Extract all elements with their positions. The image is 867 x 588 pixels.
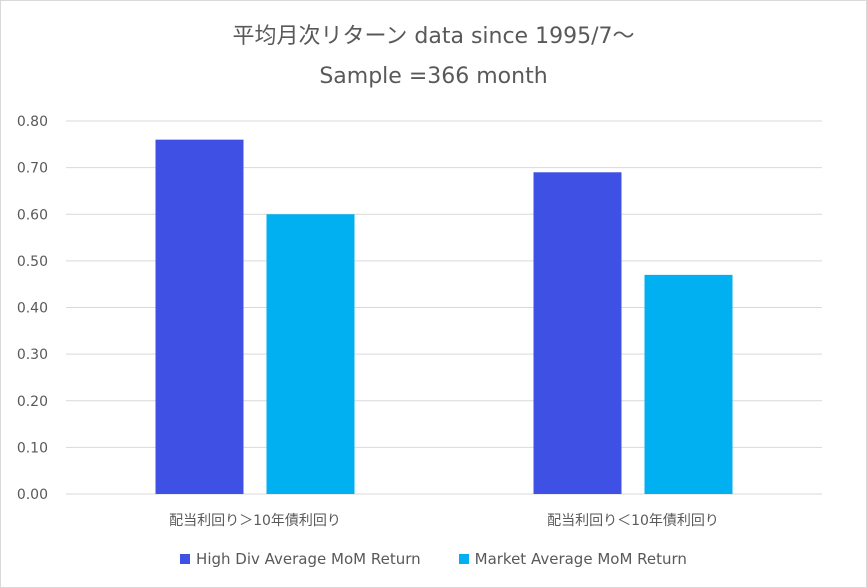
legend-label-high-div: High Div Average MoM Return <box>196 550 421 568</box>
bar-high-div <box>155 139 244 494</box>
chart-subtitle: Sample =366 month <box>319 64 548 89</box>
bar-high-div <box>533 172 622 494</box>
legend-item-high-div: High Div Average MoM Return <box>180 550 421 568</box>
x-category-label: 配当利回り＞10年債利回り <box>169 513 341 529</box>
y-tick-label: 0.50 <box>17 254 48 270</box>
y-tick-label: 0.00 <box>17 487 48 503</box>
y-tick-label: 0.10 <box>17 440 48 456</box>
y-tick-label: 0.70 <box>17 161 48 177</box>
y-tick-label: 0.20 <box>17 394 48 410</box>
legend-swatch-market <box>458 554 469 564</box>
y-tick-label: 0.40 <box>17 301 48 317</box>
legend-label-market: Market Average MoM Return <box>474 550 687 568</box>
y-tick-label: 0.30 <box>17 347 48 363</box>
y-tick-label: 0.80 <box>17 114 48 130</box>
legend-item-market: Market Average MoM Return <box>458 550 687 568</box>
bar-market <box>266 214 355 494</box>
x-category-label: 配当利回り＜10年債利回り <box>547 513 719 529</box>
chart-title: 平均月次リターン data since 1995/7～ <box>232 24 635 49</box>
bar-market <box>644 274 733 494</box>
y-tick-label: 0.60 <box>17 207 48 223</box>
chart-legend: High Div Average MoM Return Market Avera… <box>0 550 867 568</box>
legend-swatch-high-div <box>180 554 191 564</box>
